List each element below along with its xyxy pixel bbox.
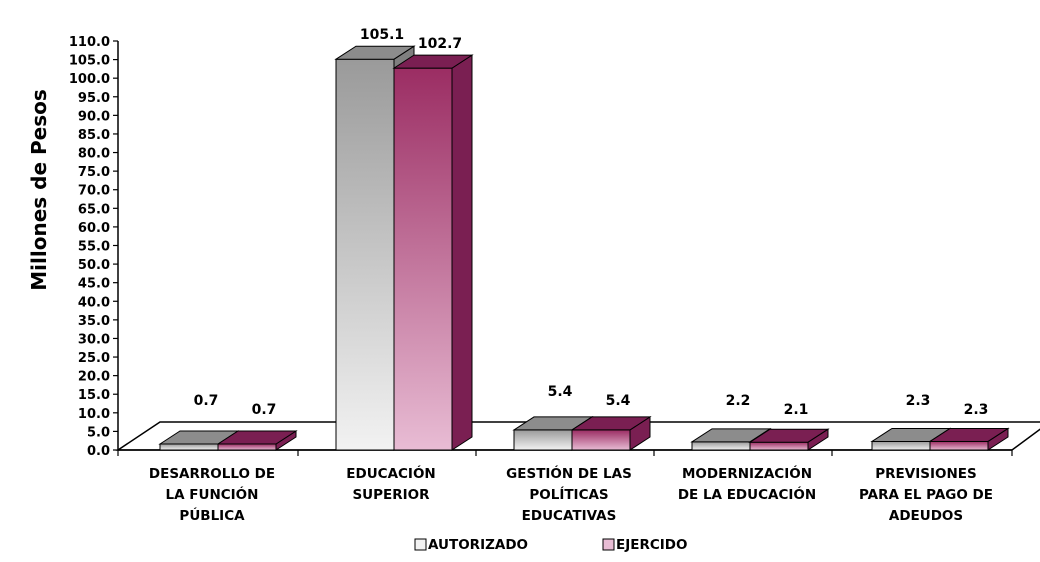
y-tick-label: 5.0 <box>87 425 110 440</box>
x-category-label: PREVISIONES <box>875 466 976 482</box>
legend-swatch-ejercido <box>602 538 615 551</box>
y-tick-label: 35.0 <box>78 314 110 329</box>
data-label-autorizado: 2.2 <box>726 393 751 409</box>
y-tick-label: 0.0 <box>87 444 110 459</box>
x-category-label: DESARROLLO DE <box>149 466 275 482</box>
y-axis-label: Millones de Pesos <box>27 89 51 291</box>
x-category-label: EDUCATIVAS <box>522 508 617 524</box>
bar-ejercido <box>392 54 474 451</box>
y-tick-label: 20.0 <box>78 370 110 385</box>
x-category-label: SUPERIOR <box>352 487 430 503</box>
y-tick-label: 45.0 <box>78 277 110 292</box>
y-tick-label: 75.0 <box>78 165 110 180</box>
data-label-ejercido: 102.7 <box>418 36 462 52</box>
x-category-label: MODERNIZACIÓN <box>682 464 812 482</box>
data-label-autorizado: 0.7 <box>194 393 219 409</box>
x-category-label: POLÍTICAS <box>529 486 608 503</box>
bar-ejercido <box>216 430 298 451</box>
x-category-label: PÚBLICA <box>179 506 245 524</box>
data-label-ejercido: 2.3 <box>964 402 989 418</box>
y-tick-label: 95.0 <box>78 91 110 106</box>
data-label-autorizado: 105.1 <box>360 27 404 43</box>
data-label-autorizado: 5.4 <box>548 384 573 400</box>
data-label-autorizado: 2.3 <box>906 393 931 409</box>
y-tick-label: 100.0 <box>69 72 110 87</box>
legend: AUTORIZADO EJERCIDO <box>414 537 687 553</box>
y-tick-label: 90.0 <box>78 109 110 124</box>
legend-label-ejercido: EJERCIDO <box>616 537 687 553</box>
x-category-label: EDUCACIÓN <box>346 464 435 482</box>
y-tick-label: 80.0 <box>78 147 110 162</box>
y-tick-label: 85.0 <box>78 128 110 143</box>
x-category-label: DE LA EDUCACIÓN <box>678 485 816 503</box>
y-tick-label: 25.0 <box>78 351 110 366</box>
y-tick-label: 15.0 <box>78 388 110 403</box>
y-tick-label: 40.0 <box>78 295 110 310</box>
y-tick-label: 60.0 <box>78 221 110 236</box>
y-tick-label: 105.0 <box>69 54 110 69</box>
y-tick-label: 65.0 <box>78 202 110 217</box>
y-tick-label: 50.0 <box>78 258 110 273</box>
legend-label-autorizado: AUTORIZADO <box>428 537 528 553</box>
bar-ejercido <box>748 428 830 451</box>
y-tick-label: 55.0 <box>78 240 110 255</box>
x-category-label: GESTIÓN DE LAS <box>506 464 632 482</box>
x-category-label: ADEUDOS <box>889 508 963 524</box>
x-category-label: LA FUNCIÓN <box>166 485 259 503</box>
bar-ejercido <box>928 427 1010 451</box>
y-tick-label: 30.0 <box>78 332 110 347</box>
x-category-label: PARA EL PAGO DE <box>859 487 993 503</box>
y-tick-label: 110.0 <box>69 35 110 50</box>
data-label-ejercido: 5.4 <box>606 393 631 409</box>
y-tick-label: 70.0 <box>78 184 110 199</box>
data-label-ejercido: 0.7 <box>252 402 277 418</box>
legend-swatch-autorizado <box>414 538 427 551</box>
y-tick-label: 10.0 <box>78 407 110 422</box>
bar-ejercido <box>570 416 652 451</box>
data-label-ejercido: 2.1 <box>784 402 809 418</box>
